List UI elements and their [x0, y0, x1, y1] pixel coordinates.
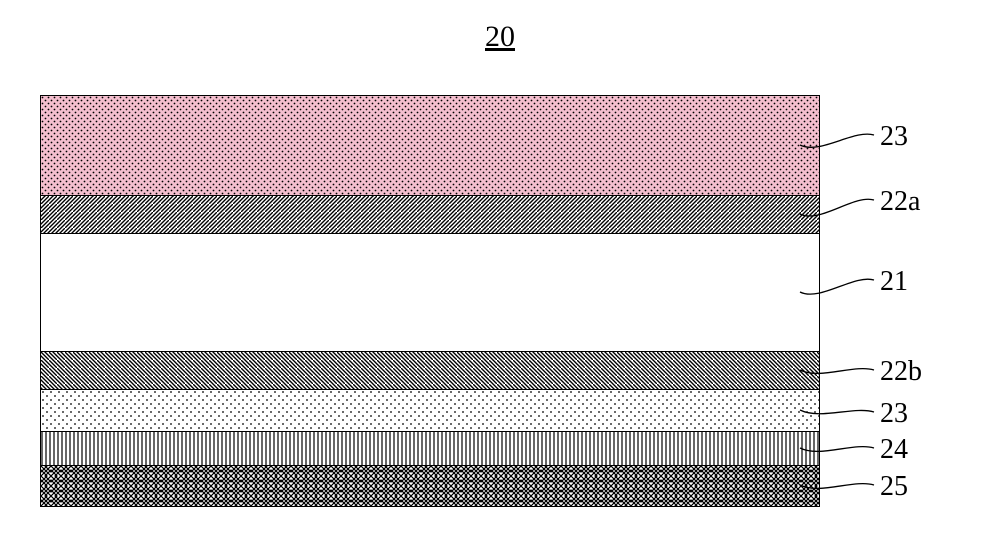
layer-22a — [41, 196, 819, 234]
layer-label-24: 24 — [880, 434, 908, 466]
layer-label-21: 21 — [880, 266, 908, 298]
layer-23 — [41, 390, 819, 432]
layer-25 — [41, 466, 819, 506]
layer-22b — [41, 352, 819, 390]
layer-label-22b: 22b — [880, 356, 922, 388]
layer-label-22a: 22a — [880, 186, 920, 218]
layer-23 — [41, 96, 819, 196]
layer-24 — [41, 432, 819, 466]
layer-stack — [40, 95, 820, 507]
layer-21 — [41, 234, 819, 352]
layer-label-23: 23 — [880, 121, 908, 153]
layer-label-25: 25 — [880, 471, 908, 503]
figure-title: 20 — [485, 20, 515, 54]
layer-label-23: 23 — [880, 398, 908, 430]
